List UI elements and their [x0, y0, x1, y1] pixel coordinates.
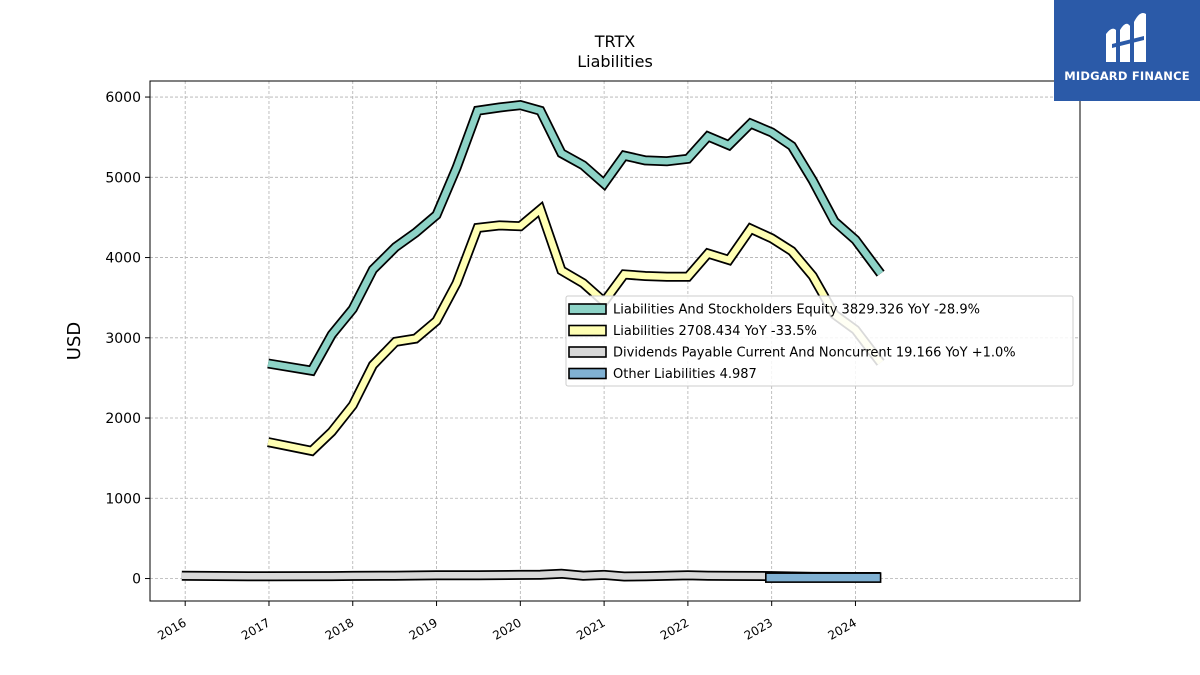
legend-entry: Liabilities And Stockholders Equity 3829… [613, 303, 980, 318]
midgard-finance-logo: MIDGARD FINANCE [1054, 0, 1200, 101]
plot-frame [149, 80, 1081, 602]
y-tick-label: 1000 [105, 491, 141, 507]
series-liabilities-and-stockholders-equity [267, 101, 884, 375]
y-axis-label: USD [64, 322, 85, 360]
series-liabilities [267, 203, 884, 455]
y-tick-label: 3000 [105, 331, 141, 347]
chart-title: TRTX [594, 32, 636, 51]
y-axis: 0 1000 2000 3000 4000 5000 6000 [105, 90, 150, 588]
plot-area [181, 100, 885, 583]
y-tick-label: 0 [132, 572, 141, 588]
y-tick-label: 4000 [105, 251, 141, 267]
legend-entry: Liabilities 2708.434 YoY -33.5% [613, 324, 817, 339]
logo-text: MIDGARD FINANCE [1064, 69, 1190, 83]
legend-swatch [568, 367, 607, 380]
legend-entry: Dividends Payable Current And Noncurrent… [613, 346, 1016, 361]
legend-entry: Other Liabilities 4.987 [613, 367, 757, 382]
legend-swatch [568, 324, 607, 337]
legend-box [565, 295, 1074, 387]
y-tick-label: 6000 [105, 90, 141, 106]
legend-swatch [568, 346, 607, 358]
legend-swatch [568, 303, 607, 315]
chart-subtitle: Liabilities [577, 52, 653, 71]
legend: Liabilities And Stockholders Equity 3829… [565, 295, 1074, 387]
series-other-liabilities [765, 572, 882, 583]
y-tick-label: 2000 [105, 411, 141, 427]
midgard-logo-icon [1106, 13, 1146, 63]
y-tick-label: 5000 [105, 170, 141, 186]
